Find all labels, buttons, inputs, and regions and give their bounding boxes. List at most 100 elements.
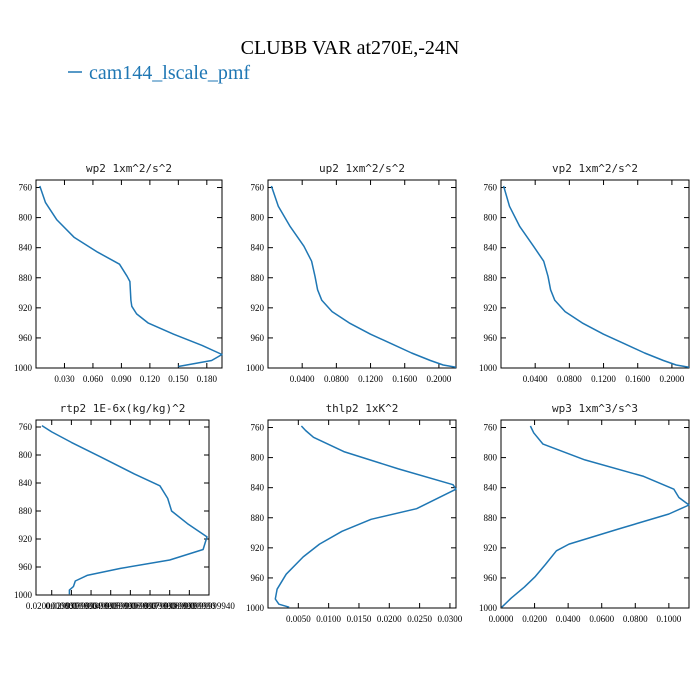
- x-tick-label: 0.0400: [290, 374, 315, 384]
- x-tick-label: 0.0050: [286, 614, 311, 624]
- panel-5: wp3 1xm^3/s^3 760 800 840 880 920 960 10000.000…: [479, 402, 690, 624]
- legend: cam144_lscale_pmf: [68, 62, 250, 84]
- y-tick-label: 880: [19, 273, 33, 283]
- x-tick-label: 0.0499999990: [85, 601, 137, 611]
- x-tick-label: 0.0799999990: [144, 601, 196, 611]
- x-tick-label: 0.0300: [438, 614, 463, 624]
- series-line: [39, 185, 223, 368]
- plot-frame: [267, 179, 457, 369]
- x-tick-label: 0.180: [197, 374, 218, 384]
- y-tick-label: 760: [484, 183, 498, 193]
- y-tick-label: 800: [19, 450, 33, 460]
- y-tick-label: 960: [19, 333, 33, 343]
- plot-frame: [500, 179, 690, 369]
- y-tick-label: 1000: [479, 363, 498, 373]
- y-tick-label: 1000: [479, 603, 498, 613]
- x-tick-label: 0.0400: [556, 614, 581, 624]
- plot-frame: [267, 419, 457, 609]
- x-tick-label: 0.0600: [589, 614, 614, 624]
- series-line: [501, 425, 690, 608]
- y-tick-label: 840: [484, 243, 498, 253]
- x-tick-label: 0.0800: [557, 374, 582, 384]
- y-tick-label: 880: [251, 273, 265, 283]
- panel-3: rtp2 1E-6x(kg/kg)^2 760 800 840 880 920 960 100…: [14, 402, 235, 611]
- x-tick-label: 0.150: [168, 374, 189, 384]
- y-tick-label: 840: [484, 483, 498, 493]
- plot-frame: [500, 419, 690, 609]
- y-tick-label: 960: [251, 573, 265, 583]
- y-tick-label: 840: [251, 243, 265, 253]
- y-tick-label: 800: [19, 213, 33, 223]
- y-tick-label: 1000: [14, 363, 33, 373]
- x-tick-label: 0.0200000000: [26, 601, 78, 611]
- plot-frame: [35, 179, 223, 369]
- panel-title: up2 1xm^2/s^2: [319, 162, 405, 175]
- y-tick-label: 920: [484, 543, 498, 553]
- y-tick-label: 760: [19, 183, 33, 193]
- x-tick-label: 0.1200: [591, 374, 616, 384]
- y-tick-label: 960: [484, 573, 498, 583]
- y-tick-label: 960: [251, 333, 265, 343]
- y-tick-label: 880: [19, 506, 33, 516]
- y-tick-label: 760: [484, 423, 498, 433]
- y-tick-label: 920: [484, 303, 498, 313]
- x-tick-label: 0.0150: [347, 614, 372, 624]
- plot-frame: [35, 419, 210, 596]
- panel-1: up2 1xm^2/s^2 760 800 840 880 920 960 1000 0.040…: [246, 162, 457, 384]
- y-tick-label: 760: [251, 183, 265, 193]
- x-tick-label: 0.0599999990: [104, 601, 156, 611]
- x-tick-label: 0.0399999990: [65, 601, 117, 611]
- y-tick-label: 800: [484, 453, 498, 463]
- x-tick-label: 0.120: [140, 374, 161, 384]
- x-tick-label: 0.060: [83, 374, 104, 384]
- y-tick-label: 880: [251, 513, 265, 523]
- x-tick-label: 0.0200: [522, 614, 547, 624]
- x-tick-label: 0.0100: [316, 614, 341, 624]
- x-tick-label: 0.1200: [358, 374, 383, 384]
- y-tick-label: 760: [251, 423, 265, 433]
- series-line: [270, 185, 457, 368]
- panel-title: rtp2 1E-6x(kg/kg)^2: [60, 402, 186, 415]
- x-tick-label: 0.0000: [489, 614, 514, 624]
- panel-title: vp2 1xm^2/s^2: [552, 162, 638, 175]
- x-tick-label: 0.0999999940: [183, 601, 235, 611]
- x-tick-label: 0.1000: [656, 614, 681, 624]
- panel-title: wp2 1xm^2/s^2: [86, 162, 172, 175]
- x-tick-label: 0.0250: [407, 614, 432, 624]
- y-tick-label: 880: [484, 513, 498, 523]
- y-tick-label: 920: [251, 303, 265, 313]
- panel-0: wp2 1xm^2/s^2 760 800 840 880 920 960 1000 0.030…: [14, 162, 223, 384]
- series-line: [502, 185, 690, 368]
- x-tick-label: 0.0299999990: [46, 601, 98, 611]
- y-tick-label: 840: [19, 243, 33, 253]
- x-tick-label: 0.090: [111, 374, 132, 384]
- panel-4: thlp2 1xK^2 760 800 840 880 920 960 1000 0.0050 0…: [246, 402, 463, 624]
- panel-2: vp2 1xm^2/s^2 760 800 840 880 920 960 1000 0.040…: [479, 162, 690, 384]
- x-tick-label: 0.030: [54, 374, 75, 384]
- y-tick-label: 800: [251, 453, 265, 463]
- y-tick-label: 760: [19, 422, 33, 432]
- y-tick-label: 960: [484, 333, 498, 343]
- y-tick-label: 920: [19, 534, 33, 544]
- x-tick-label: 0.1600: [392, 374, 417, 384]
- y-tick-label: 880: [484, 273, 498, 283]
- y-tick-label: 840: [251, 483, 265, 493]
- panel-title: wp3 1xm^3/s^3: [552, 402, 638, 415]
- x-tick-label: 0.0200: [377, 614, 402, 624]
- y-tick-label: 1000: [246, 603, 265, 613]
- panel-title: thlp2 1xK^2: [326, 402, 399, 415]
- y-tick-label: 800: [251, 213, 265, 223]
- panels: wp2 1xm^2/s^2 760 800 840 880 920 960 1000 0.030…: [14, 162, 690, 624]
- y-tick-label: 920: [19, 303, 33, 313]
- y-tick-label: 1000: [246, 363, 265, 373]
- y-tick-label: 920: [251, 543, 265, 553]
- y-tick-label: 1000: [14, 590, 33, 600]
- figure-title: CLUBB VAR at270E,-24N: [241, 37, 460, 59]
- y-tick-label: 960: [19, 562, 33, 572]
- y-tick-label: 800: [484, 213, 498, 223]
- x-tick-label: 0.2000: [427, 374, 452, 384]
- x-tick-label: 0.0800: [324, 374, 349, 384]
- x-tick-label: 0.0699999990: [124, 601, 176, 611]
- y-tick-label: 840: [19, 478, 33, 488]
